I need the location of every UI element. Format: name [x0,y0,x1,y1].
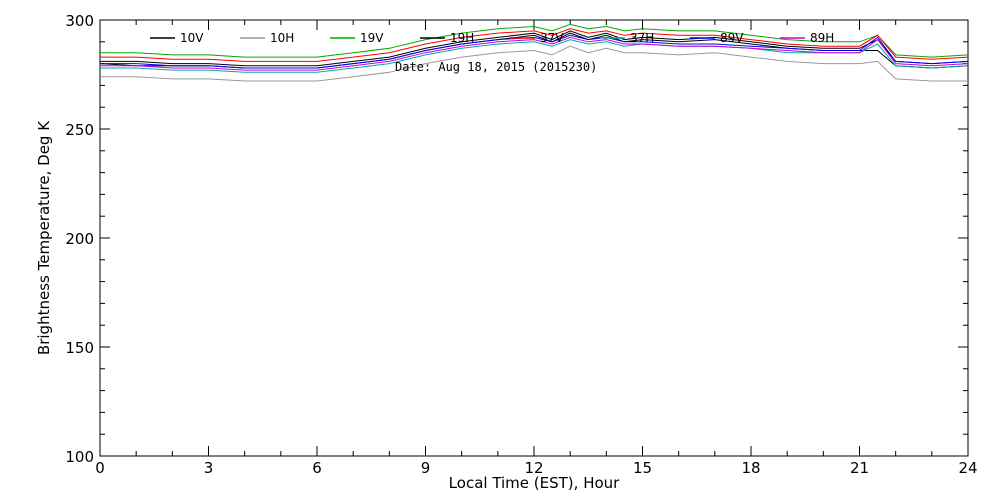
x-tick-label: 12 [524,459,543,477]
series-line-10h [100,45,968,82]
legend-label-89h: 89H [810,31,834,45]
y-tick-label: 250 [65,121,94,139]
series-line-89v [100,34,969,69]
x-tick-label: 15 [633,459,652,477]
x-axis-title: Local Time (EST), Hour [449,474,620,492]
series-line-19h [100,30,969,67]
x-tick-label: 21 [850,459,869,477]
legend-label-19h: 19H [450,31,474,45]
x-tick-label: 9 [421,459,431,477]
legend-label-37h: 37H [630,31,654,45]
x-tick-label: 6 [312,459,322,477]
legend-label-37v: 37V [540,31,564,45]
legend-label-19v: 19V [360,31,384,45]
x-tick-label: 0 [95,459,105,477]
axes-layer: 0 3 6 9 12 15 18 21 24 100 150 200 250 300 [65,12,977,477]
x-tick-label: 24 [958,459,977,477]
y-tick-label: 300 [65,12,94,30]
plot-frame [99,19,969,457]
series-line-89h [100,36,969,71]
y-tick-label: 100 [65,448,94,466]
series-layer [99,23,969,82]
series-line-37v [100,28,969,62]
legend-label-10h: 10H [270,31,294,45]
y-tick-label: 200 [65,230,94,248]
series-line-19v [100,23,969,58]
y-tick-label: 150 [65,339,94,357]
legend-label-10v: 10V [180,31,204,45]
legend-label-89v: 89V [720,31,744,45]
date-annotation: Date: Aug 18, 2015 (2015230) [395,60,597,74]
x-tick-label: 18 [741,459,760,477]
y-axis-title: Brightness Temperature, Deg K [35,120,53,355]
x-tick-label: 3 [204,459,214,477]
legend: 10V 10H 19V 19H 37V 37H 89V 89H [150,31,834,45]
